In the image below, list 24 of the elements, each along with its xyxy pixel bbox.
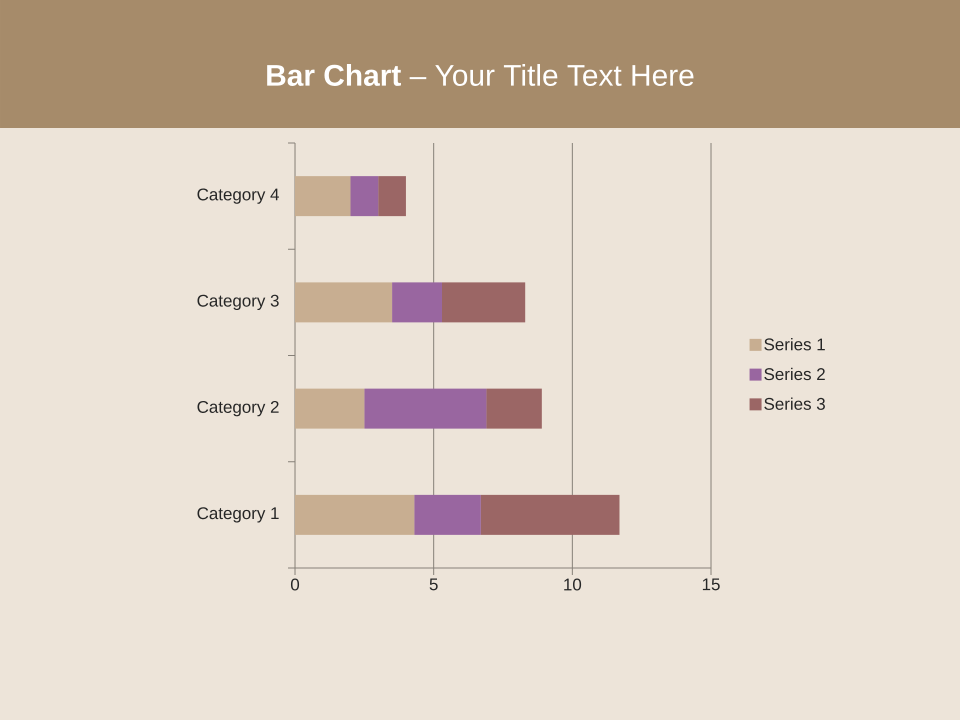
y-tick-label: Category 3 xyxy=(198,294,279,310)
bar xyxy=(442,282,526,322)
bar xyxy=(364,388,486,429)
x-tick-label: 5 xyxy=(430,578,438,590)
bar xyxy=(480,494,620,535)
bar xyxy=(486,388,542,429)
bar xyxy=(378,176,406,216)
x-tick-label: 10 xyxy=(564,578,582,591)
x-tick-label: 15 xyxy=(702,578,720,590)
bar xyxy=(414,494,481,535)
bar xyxy=(295,282,392,322)
legend-label: Series 1 xyxy=(764,338,825,350)
bar xyxy=(295,176,350,216)
y-tick-label: Category 4 xyxy=(198,188,279,204)
x-tick-label: 0 xyxy=(290,578,300,591)
y-tick-label: Category 1 xyxy=(198,507,279,523)
bar xyxy=(350,176,378,216)
legend-label: Series 3 xyxy=(764,397,825,410)
bar xyxy=(392,282,442,322)
bar xyxy=(295,494,414,535)
bar xyxy=(295,388,364,429)
legend-label: Series 2 xyxy=(764,368,825,380)
chart-title: Bar Chart – Your Title Text Here xyxy=(267,64,694,86)
y-tick-label: Category 2 xyxy=(198,400,279,416)
